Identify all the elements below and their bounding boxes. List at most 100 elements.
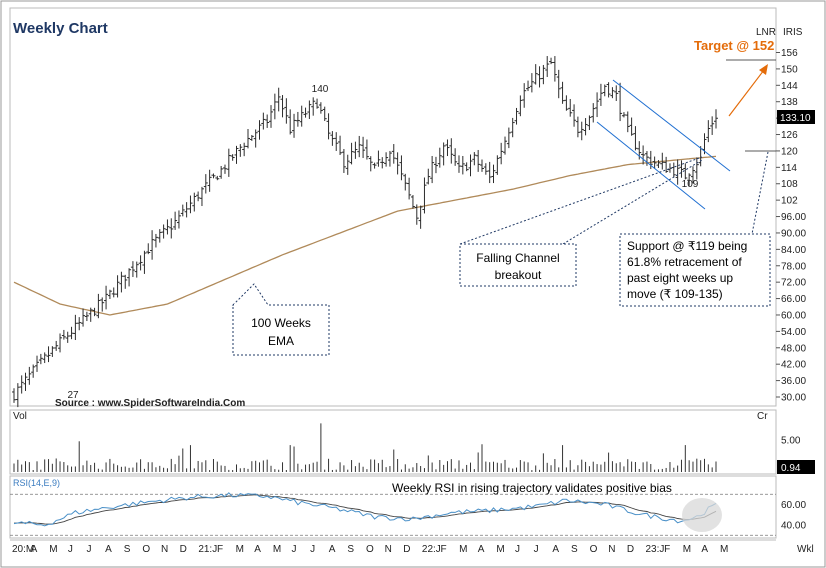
price-bar	[545, 56, 550, 77]
price-bar	[660, 152, 665, 170]
price-bar	[445, 139, 450, 157]
price-tick-label: 96.00	[781, 212, 806, 223]
price-bar	[318, 102, 323, 114]
rsi-label: RSI(14,E,9)	[13, 478, 60, 488]
price-bar	[207, 169, 212, 192]
support-line1: Support @ ₹119 being	[627, 239, 747, 253]
volume-unit: Cr	[757, 411, 768, 422]
price-tick-label: 114	[781, 163, 797, 174]
ema-box-pointer	[231, 283, 269, 306]
price-tick-label: 120	[781, 146, 798, 157]
price-bar	[410, 195, 415, 209]
price-bar	[58, 333, 63, 353]
price-bar	[675, 159, 680, 185]
price-bar	[706, 120, 711, 143]
price-bar	[226, 148, 231, 177]
price-bar	[299, 105, 304, 127]
price-bar	[468, 154, 473, 177]
price-bar	[449, 138, 454, 164]
price-bar	[403, 173, 408, 191]
price-bar	[119, 271, 124, 293]
x-tick-label: A	[105, 544, 112, 555]
price-bar	[12, 388, 16, 403]
price-bar	[134, 261, 139, 278]
price-bar	[215, 175, 220, 181]
x-tick-label: M	[496, 544, 504, 555]
price-bar	[598, 83, 603, 106]
price-bar	[476, 149, 481, 172]
target-label: Target @ 152	[694, 38, 774, 53]
target-arrow-line	[728, 69, 765, 117]
price-bar	[399, 155, 404, 181]
x-tick-label: F	[217, 544, 223, 555]
price-bar	[153, 233, 158, 248]
price-bar	[69, 326, 74, 340]
price-bar	[648, 150, 653, 170]
price-bar	[246, 128, 250, 149]
price-bar	[192, 192, 197, 212]
price-bar	[361, 136, 366, 158]
price-bar	[199, 186, 204, 207]
price-bar	[65, 331, 70, 343]
price-bar	[560, 81, 565, 104]
rsi-note: Weekly RSI in rising trajectory validate…	[392, 481, 672, 495]
price-bars-group	[12, 56, 718, 408]
x-tick-label: M	[273, 544, 281, 555]
price-bar	[407, 177, 412, 200]
price-bar	[307, 100, 312, 120]
price-bar	[222, 164, 227, 174]
support-line3: past eight weeks up	[627, 271, 733, 285]
price-tick-label: 150	[781, 64, 798, 75]
price-bar	[234, 145, 239, 164]
price-bar	[384, 152, 389, 167]
price-bar	[341, 148, 346, 173]
price-bar	[261, 112, 266, 130]
source-label: Source : www.SpiderSoftwareIndia.Com	[55, 398, 245, 409]
x-tick-label: A	[701, 544, 708, 555]
price-bar	[315, 98, 320, 109]
price-bar	[514, 107, 519, 125]
price-bar	[549, 57, 554, 65]
price-tick-label: 126	[781, 130, 798, 141]
x-tick-label: D	[403, 544, 410, 555]
price-bar	[552, 56, 557, 82]
rsi-tick-label: 40.00	[781, 521, 806, 532]
price-bar	[522, 83, 527, 108]
price-bar	[353, 141, 358, 159]
price-tick-label: 66.00	[781, 294, 806, 305]
price-bar	[184, 202, 189, 218]
price-bar	[169, 218, 174, 239]
price-bar	[203, 174, 208, 194]
price-tick-label: 54.00	[781, 327, 806, 338]
falling-channel-line2: breakout	[495, 268, 542, 282]
chart-title: Weekly Chart	[13, 20, 108, 37]
price-tick-label: 156	[781, 48, 798, 59]
price-bar	[15, 383, 20, 408]
x-tick-label: A	[31, 544, 38, 555]
price-bar	[487, 161, 492, 184]
price-bar	[330, 131, 335, 146]
x-tick-label: M	[236, 544, 244, 555]
price-bar	[107, 289, 112, 299]
x-tick-label: A	[329, 544, 336, 555]
price-bar	[529, 73, 534, 93]
price-bar	[395, 152, 400, 175]
x-tick-label: S	[124, 544, 131, 555]
x-tick-label: D	[627, 544, 634, 555]
target-arrow-head	[759, 64, 768, 75]
x-tick-label: 20:M	[12, 544, 34, 555]
price-bar	[123, 274, 128, 289]
price-bar	[495, 155, 500, 175]
price-bar	[483, 163, 488, 175]
price-bar	[165, 219, 170, 235]
price-bar	[391, 144, 396, 164]
price-bar	[100, 297, 105, 312]
rsi-group	[13, 492, 717, 527]
price-bar	[541, 64, 546, 85]
price-bar	[84, 311, 89, 322]
price-bar	[652, 156, 657, 169]
volume-label: Vol	[13, 411, 27, 422]
price-tick-label: 84.00	[781, 245, 806, 256]
price-bar	[387, 150, 392, 167]
price-bar	[587, 115, 592, 131]
